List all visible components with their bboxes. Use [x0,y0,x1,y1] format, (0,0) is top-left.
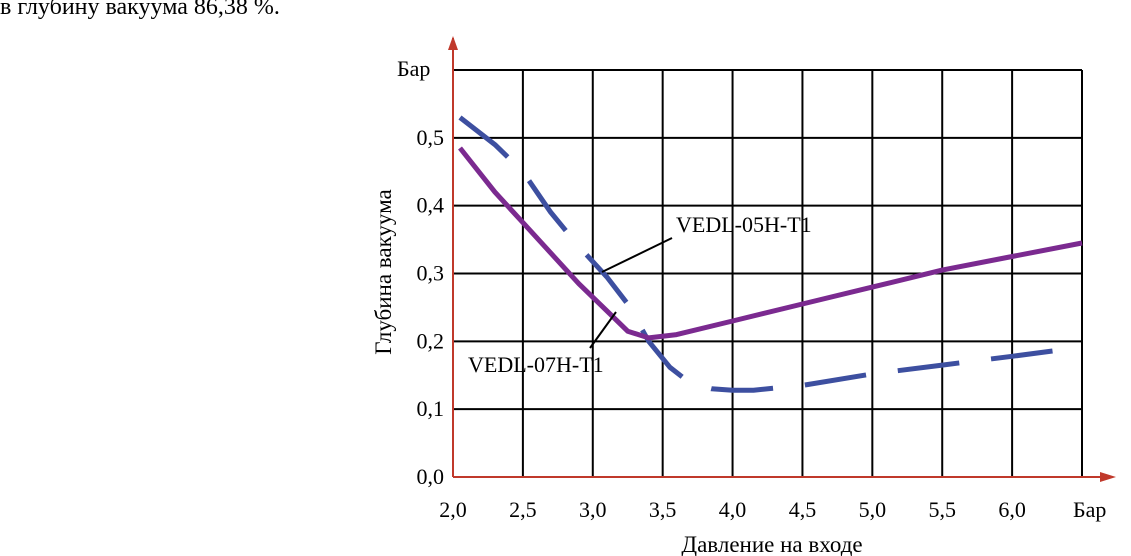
annotation-vedl-05h-t1: VEDL-05H-T1 [676,212,812,237]
y-tick-label: 0,5 [417,125,445,150]
x-tick-label: 3,0 [579,497,607,522]
grid [452,69,1083,478]
series-line-vedl-07h-t1 [458,146,1083,341]
y-axis-unit: Бар [397,56,430,81]
x-tick-label: 5,5 [928,497,956,522]
series-layer [458,115,1083,393]
annotation-leader-vedl-05h-t1 [601,237,673,273]
y-tick-label: 0,2 [417,328,445,353]
x-tick-label: 3,5 [649,497,677,522]
y-tick-label: 0,3 [417,261,445,286]
x-tick-label: 4,5 [789,497,817,522]
x-axis-label: Давление на входе [681,532,862,556]
y-axis-label: Глубина вакуума [371,189,396,354]
labels: Бар Бар Давление на входе Глубина вакуум… [371,56,1106,556]
y-tick-label: 0,0 [417,464,445,489]
annotation-leader-vedl-07h-t1 [589,311,617,349]
y-axis-arrow-icon [448,36,458,50]
axes [448,36,1116,482]
x-tick-label: 5,0 [859,497,887,522]
series-line-vedl-05h-t1 [458,115,1076,393]
caption-text: в глубину вакуума 86,38 %. [0,0,280,20]
y-tick-label: 0,4 [417,193,445,218]
y-tick-label: 0,1 [417,396,445,421]
x-tick-label: 2,0 [439,497,467,522]
x-tick-label: 6,0 [998,497,1026,522]
x-axis-arrow-icon [1100,472,1116,482]
x-tick-label: 2,5 [509,497,537,522]
annotation-vedl-07h-t1: VEDL-07H-T1 [468,352,604,377]
x-tick-label: 4,0 [719,497,747,522]
x-axis-unit: Бар [1073,497,1106,522]
